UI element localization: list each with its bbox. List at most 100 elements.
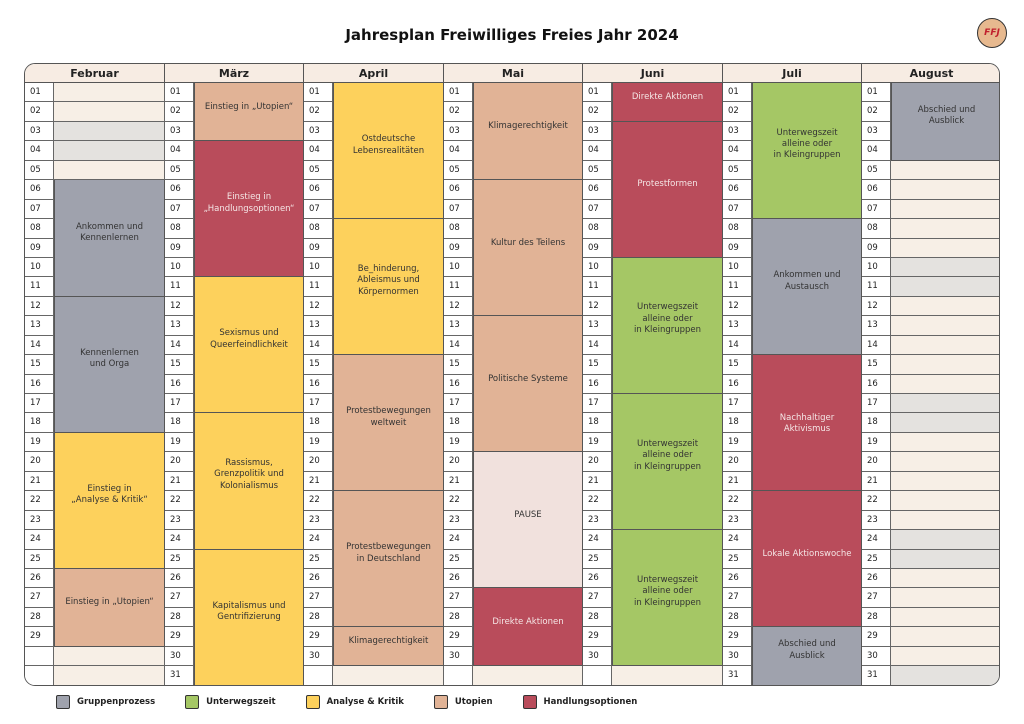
event-label: Unterwegszeit alleine oder in Kleingrupp… <box>633 438 702 472</box>
day-number: 06 <box>165 180 194 200</box>
day-number <box>25 666 54 685</box>
event-block[interactable]: Sexismus und Queerfeindlichkeit <box>194 277 304 414</box>
day-number: 04 <box>862 141 891 161</box>
day-number: 27 <box>583 588 612 608</box>
event-block[interactable]: Protestbewegungen in Deutschland <box>333 491 444 628</box>
day-number: 08 <box>723 219 752 239</box>
day-number: 24 <box>25 530 54 550</box>
day-number: 12 <box>444 296 473 317</box>
event-block[interactable]: Protestformen <box>612 121 723 258</box>
event-block[interactable]: Be_hinderung, Ableismus und Körpernormen <box>333 219 444 356</box>
event-block[interactable]: Politische Systeme <box>473 316 583 453</box>
event-block[interactable]: Unterwegszeit alleine oder in Kleingrupp… <box>752 83 862 220</box>
day-number: 20 <box>723 452 752 472</box>
month-header: März <box>165 64 304 83</box>
event-block[interactable]: Nachhaltiger Aktivismus <box>752 355 862 492</box>
empty-day-cell <box>891 413 999 433</box>
event-block[interactable]: Ostdeutsche Lebensrealitäten <box>333 83 444 220</box>
day-number: 12 <box>25 296 54 317</box>
event-block[interactable]: Protestbewegungen weltweit <box>333 355 444 492</box>
event-block[interactable]: PAUSE <box>473 452 583 589</box>
event-block[interactable]: Ankommen und Austausch <box>752 219 862 356</box>
event-block[interactable]: Abschied und Ausblick <box>752 627 862 685</box>
day-number: 29 <box>723 627 752 647</box>
event-label: Protestbewegungen in Deutschland <box>346 542 431 564</box>
day-number: 26 <box>444 569 473 589</box>
day-number: 18 <box>723 413 752 433</box>
day-number: 19 <box>444 432 473 453</box>
event-block[interactable]: Einstieg in „Utopien“ <box>194 83 304 142</box>
legend: Gruppenprozess Unterwegszeit Analyse & Kri… <box>56 694 667 710</box>
empty-day-cell <box>891 432 999 453</box>
empty-day-cell <box>891 316 999 336</box>
event-label: Kennenlernen und Orga <box>80 347 139 370</box>
empty-day-cell <box>333 666 444 685</box>
day-number: 06 <box>862 180 891 200</box>
day-number: 02 <box>304 102 333 122</box>
event-block[interactable]: Kennenlernen und Orga <box>54 296 165 433</box>
day-number: 30 <box>583 646 612 667</box>
day-number: 13 <box>25 316 54 336</box>
day-number: 06 <box>444 180 473 200</box>
day-number: 17 <box>862 394 891 414</box>
event-block[interactable]: Ankommen und Kennenlernen <box>54 180 165 297</box>
day-number: 07 <box>862 199 891 220</box>
day-number: 05 <box>723 160 752 181</box>
day-number: 16 <box>862 374 891 395</box>
day-number: 23 <box>444 510 473 531</box>
day-number: 15 <box>304 355 333 375</box>
event-block[interactable]: Direkte Aktionen <box>473 588 583 667</box>
event-block[interactable]: Abschied und Ausblick <box>891 83 999 161</box>
event-label: PAUSE <box>514 509 542 520</box>
empty-day-cell <box>891 646 999 667</box>
empty-day-cell <box>891 335 999 356</box>
day-number: 21 <box>723 471 752 492</box>
day-number: 30 <box>304 646 333 667</box>
event-block[interactable]: Einstieg in „Utopien“ <box>54 569 165 647</box>
day-number: 27 <box>862 588 891 608</box>
day-number: 27 <box>444 588 473 608</box>
event-block[interactable]: Klimagerechtigkeit <box>473 83 583 181</box>
day-number: 23 <box>304 510 333 531</box>
day-number: 10 <box>723 257 752 278</box>
event-block[interactable]: Einstieg in „Analyse & Kritik“ <box>54 432 165 569</box>
day-number: 05 <box>862 160 891 181</box>
day-number: 08 <box>165 219 194 239</box>
event-block[interactable]: Unterwegszeit alleine oder in Kleingrupp… <box>612 257 723 395</box>
event-block[interactable]: Rassismus, Grenzpolitik und Kolonialismu… <box>194 413 304 550</box>
event-label: Ostdeutsche Lebensrealitäten <box>352 134 425 156</box>
day-number: 03 <box>304 121 333 142</box>
event-label: Einstieg in „Utopien“ <box>65 597 154 608</box>
day-number: 20 <box>165 452 194 472</box>
day-number: 23 <box>25 510 54 531</box>
day-number: 03 <box>165 121 194 142</box>
event-block[interactable]: Unterwegszeit alleine oder in Kleingrupp… <box>612 394 723 531</box>
legend-swatch <box>185 695 200 709</box>
day-number: 12 <box>723 296 752 317</box>
day-number: 19 <box>304 432 333 453</box>
legend-item: Utopien <box>433 694 493 710</box>
day-number: 13 <box>304 316 333 336</box>
event-block[interactable]: Klimagerechtigkeit <box>333 627 444 667</box>
day-number: 06 <box>723 180 752 200</box>
day-number: 30 <box>165 646 194 667</box>
event-block[interactable]: Kultur des Teilens <box>473 180 583 317</box>
day-number: 23 <box>165 510 194 531</box>
legend-swatch <box>305 695 320 709</box>
event-block[interactable]: Einstieg in „Handlungsoptionen“ <box>194 141 304 278</box>
day-number: 22 <box>862 491 891 511</box>
day-number: 02 <box>583 102 612 122</box>
day-number: 26 <box>25 569 54 589</box>
event-block[interactable]: Lokale Aktionswoche <box>752 491 862 628</box>
day-number: 01 <box>862 83 891 103</box>
empty-day-cell <box>891 180 999 200</box>
event-block[interactable]: Direkte Aktionen <box>612 83 723 122</box>
day-number: 25 <box>723 549 752 569</box>
day-number: 30 <box>444 646 473 667</box>
event-block[interactable]: Unterwegszeit alleine oder in Kleingrupp… <box>612 530 723 667</box>
day-number: 07 <box>583 199 612 220</box>
day-number: 26 <box>723 569 752 589</box>
event-block[interactable]: Kapitalismus und Gentrifizierung <box>194 549 304 685</box>
day-number: 28 <box>862 607 891 628</box>
empty-day-cell <box>54 646 165 667</box>
